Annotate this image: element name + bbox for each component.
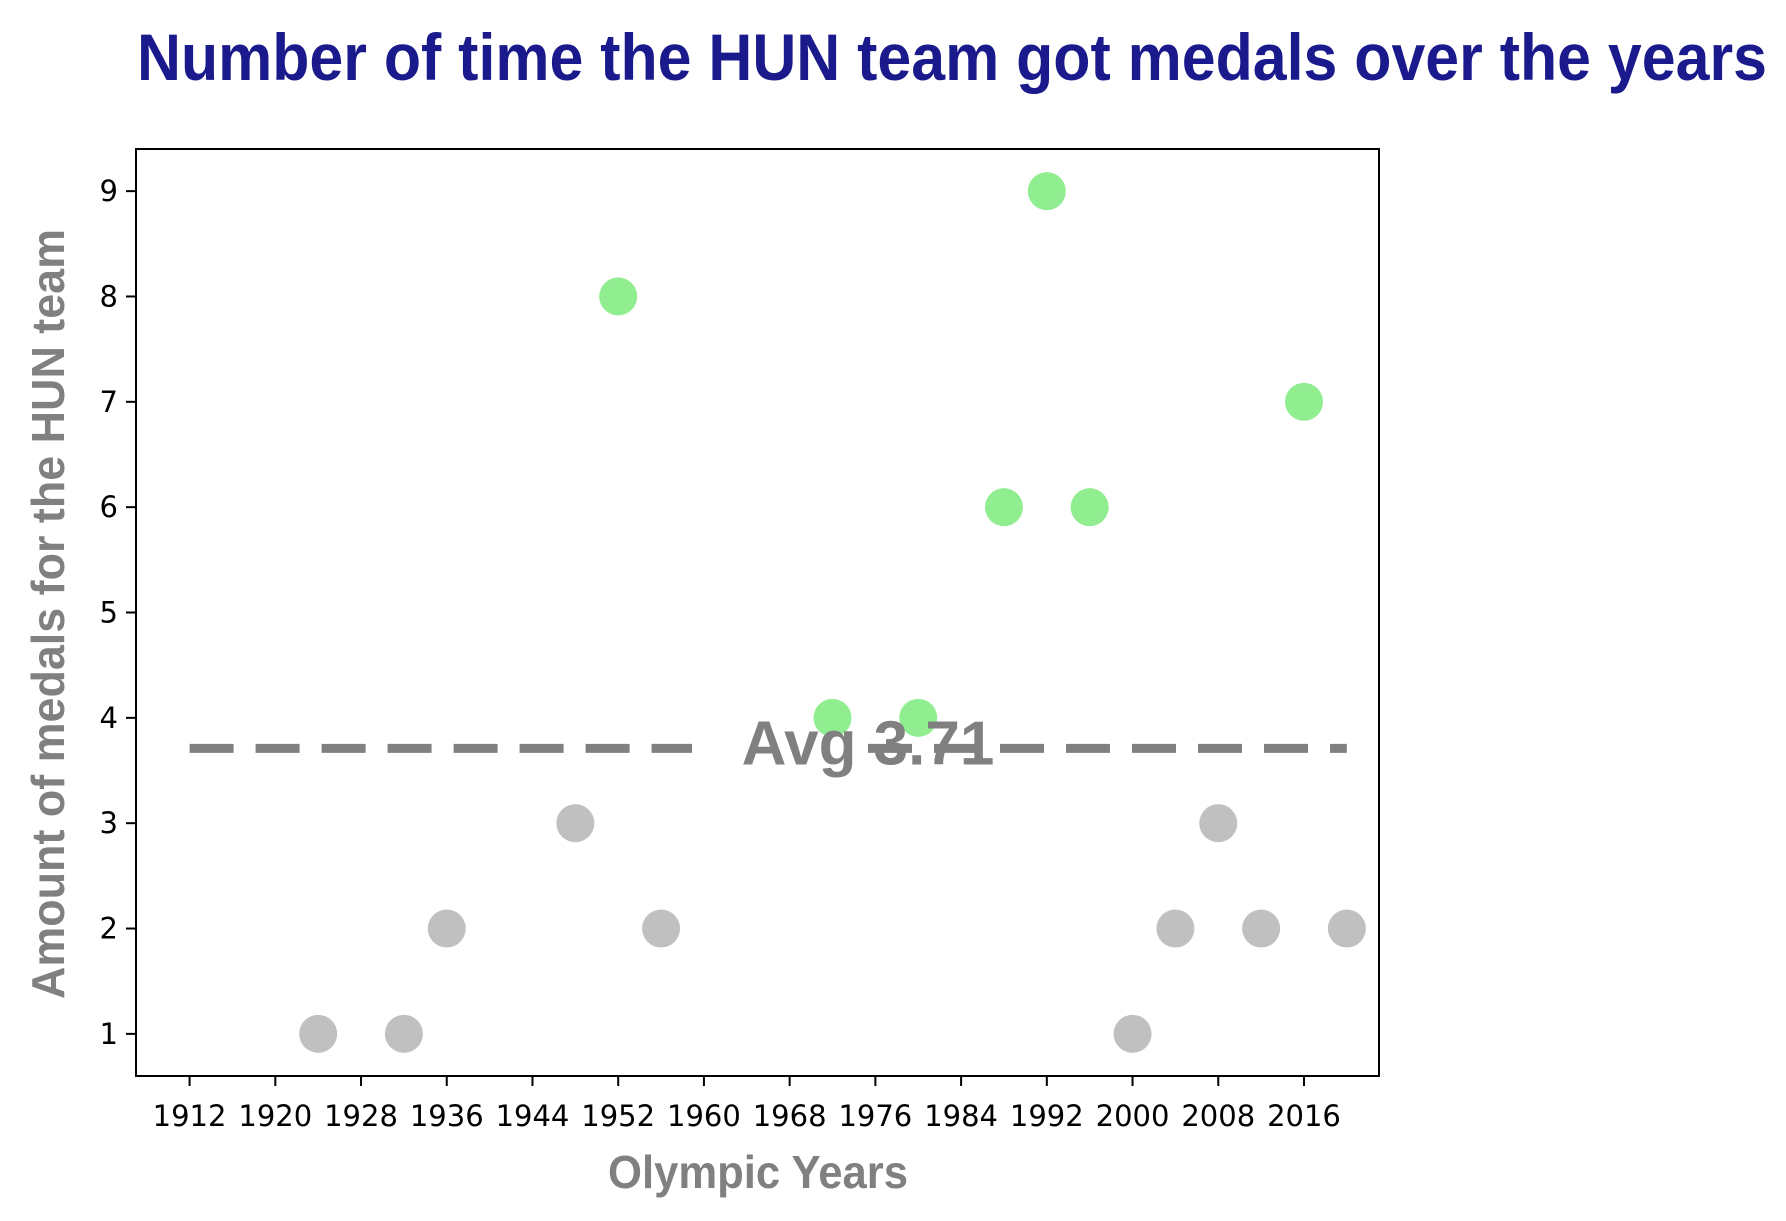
data-point [1156,909,1195,948]
x-tick-label: 1984 [924,1099,998,1133]
data-point [599,277,638,316]
y-tick-label: 8 [100,279,118,313]
data-point [1070,488,1109,527]
data-point [899,698,938,737]
data-point [984,488,1023,527]
x-tick-label: 2000 [1096,1099,1170,1133]
data-point [813,698,852,737]
x-tick-label: 1960 [667,1099,741,1133]
data-point [1113,1014,1152,1053]
y-tick-label: 6 [100,490,118,524]
y-tick-label: 2 [100,912,118,946]
x-tick-label: 2016 [1267,1099,1341,1133]
x-tick-label: 1992 [1010,1099,1084,1133]
data-point [299,1014,338,1053]
data-point [384,1014,423,1053]
data-point [556,804,595,843]
y-tick-label: 3 [100,806,118,840]
x-tick-label: 2008 [1181,1099,1255,1133]
x-tick-label: 1968 [753,1099,827,1133]
x-tick-label: 1952 [581,1099,655,1133]
x-tick-label: 1920 [238,1099,312,1133]
x-tick-label: 1936 [410,1099,484,1133]
x-tick-label: 1912 [153,1099,227,1133]
data-point [642,909,681,948]
y-tick-label: 9 [100,174,118,208]
plot-area [135,148,1380,1077]
data-point [1242,909,1281,948]
chart-title: Number of time the HUN team got medals o… [137,20,1767,94]
y-tick-label: 4 [100,701,118,735]
y-tick-label: 1 [100,1017,118,1051]
data-point [1199,804,1238,843]
x-axis-title: Olympic Years [608,1146,908,1198]
average-label: Avg 3.71 [742,709,995,778]
y-axis-title: Amount of medals for the HUN team [22,229,74,999]
y-axis: 1 2 3 4 5 6 7 8 9 [100,174,136,1051]
data-points [299,172,1366,1053]
x-axis: 1912 1920 1928 1936 1944 1952 1960 1968 1976 1984… [153,1076,1341,1133]
x-tick-label: 1944 [496,1099,570,1133]
data-point [1284,382,1323,421]
y-tick-label: 7 [100,385,118,419]
data-point [427,909,466,948]
x-tick-label: 1976 [838,1099,912,1133]
x-tick-label: 1928 [324,1099,398,1133]
y-tick-label: 5 [100,596,118,630]
data-point [1027,172,1066,211]
data-point [1327,909,1366,948]
